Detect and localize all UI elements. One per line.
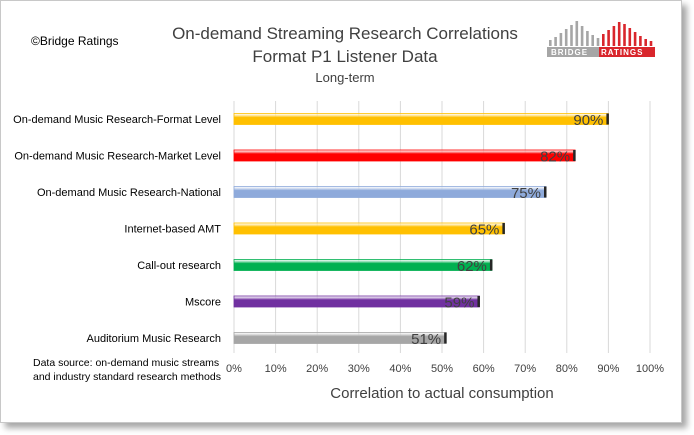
- value-label: 82%: [540, 149, 570, 166]
- x-tick-label: 30%: [348, 363, 370, 375]
- logo-bar: [623, 24, 626, 46]
- category-label: Internet-based AMT: [124, 224, 221, 236]
- logo-bar: [596, 38, 600, 46]
- logo-bar: [554, 37, 557, 46]
- source-note-line-1: Data source: on-demand music streams: [33, 357, 219, 369]
- bar: [233, 222, 505, 235]
- logo-bar: [549, 40, 552, 46]
- logo-bars: [549, 21, 653, 46]
- logo-bar: [612, 26, 616, 46]
- bar: [233, 259, 493, 271]
- x-tick-label: 50%: [431, 363, 453, 375]
- logo-bar: [580, 26, 584, 46]
- bar-end-cap: [606, 113, 609, 125]
- logo-bar: [639, 36, 642, 46]
- logo-bar: [591, 35, 594, 46]
- logo-bar: [644, 39, 647, 46]
- category-label: Mscore: [185, 297, 221, 309]
- logo-bar: [617, 22, 621, 46]
- bar-end-cap: [544, 186, 547, 198]
- logo-text-left: BRIDGE: [551, 48, 588, 57]
- bar: [233, 113, 609, 125]
- x-tick-label: 90%: [597, 363, 619, 375]
- category-label: Call-out research: [137, 260, 221, 272]
- bar-end-cap: [502, 223, 505, 234]
- logo-band-right: [599, 47, 655, 57]
- value-label: 59%: [444, 295, 474, 312]
- x-tick-label: 20%: [306, 363, 328, 375]
- x-axis-title: Correlation to actual consumption: [330, 385, 553, 402]
- x-tick-label: 80%: [556, 363, 578, 375]
- logo-bar: [649, 41, 653, 46]
- chart-title: On-demand Streaming Research Correlation…: [172, 24, 518, 43]
- value-label: 62%: [457, 258, 487, 275]
- bar-end-cap: [489, 259, 493, 271]
- chart-canvas: ©Bridge Ratings On-demand Streaming Rese…: [13, 21, 664, 402]
- bar: [233, 295, 480, 308]
- logo-bar: [602, 34, 605, 46]
- chart-subtitle: Format P1 Listener Data: [252, 47, 438, 66]
- x-tick-label: 100%: [636, 363, 664, 375]
- x-tick-label: 0%: [226, 363, 242, 375]
- bars: [233, 113, 609, 344]
- bridge-ratings-logo: BRIDGE RATINGS: [547, 21, 655, 57]
- value-label: 51%: [411, 331, 441, 348]
- x-tick-label: 10%: [265, 363, 287, 375]
- source-note-line-2: and industry standard research methods: [33, 371, 221, 383]
- value-label: 65%: [469, 222, 499, 239]
- category-label: On-demand Music Research-National: [37, 187, 221, 199]
- bar-end-cap: [444, 332, 447, 344]
- logo-bar: [559, 33, 563, 46]
- logo-bar: [628, 28, 632, 46]
- logo-bar: [564, 29, 568, 46]
- bar: [233, 186, 547, 198]
- logo-bar: [586, 31, 589, 46]
- bar-end-cap: [573, 150, 576, 161]
- x-tick-label: 70%: [514, 363, 536, 375]
- logo-bar: [575, 21, 579, 46]
- logo-bar: [633, 32, 637, 46]
- bar-end-cap: [477, 296, 480, 307]
- logo-bar: [570, 25, 573, 46]
- category-label: On-demand Music Research-Format Level: [13, 114, 221, 126]
- x-tick-label: 60%: [473, 363, 495, 375]
- x-axis-ticks: 0% 10% 20% 30% 40% 50% 60% 70% 80% 90% 100%: [226, 363, 664, 375]
- category-label: On-demand Music Research-Market Level: [14, 151, 221, 163]
- bar: [233, 149, 576, 162]
- copyright-text: ©Bridge Ratings: [31, 34, 119, 48]
- category-labels: On-demand Music Research-Format Level On-…: [13, 114, 221, 345]
- x-tick-label: 40%: [389, 363, 411, 375]
- value-labels: 90% 82% 75% 65% 62% 59% 51%: [411, 112, 603, 348]
- chart-frame: ©Bridge Ratings On-demand Streaming Rese…: [0, 0, 682, 423]
- value-label: 75%: [511, 185, 541, 202]
- category-label: Auditorium Music Research: [87, 333, 222, 345]
- value-label: 90%: [573, 112, 603, 129]
- chart-subtitle-2: Long-term: [315, 70, 374, 85]
- logo-text-right: RATINGS: [601, 48, 643, 57]
- logo-bar: [607, 30, 610, 46]
